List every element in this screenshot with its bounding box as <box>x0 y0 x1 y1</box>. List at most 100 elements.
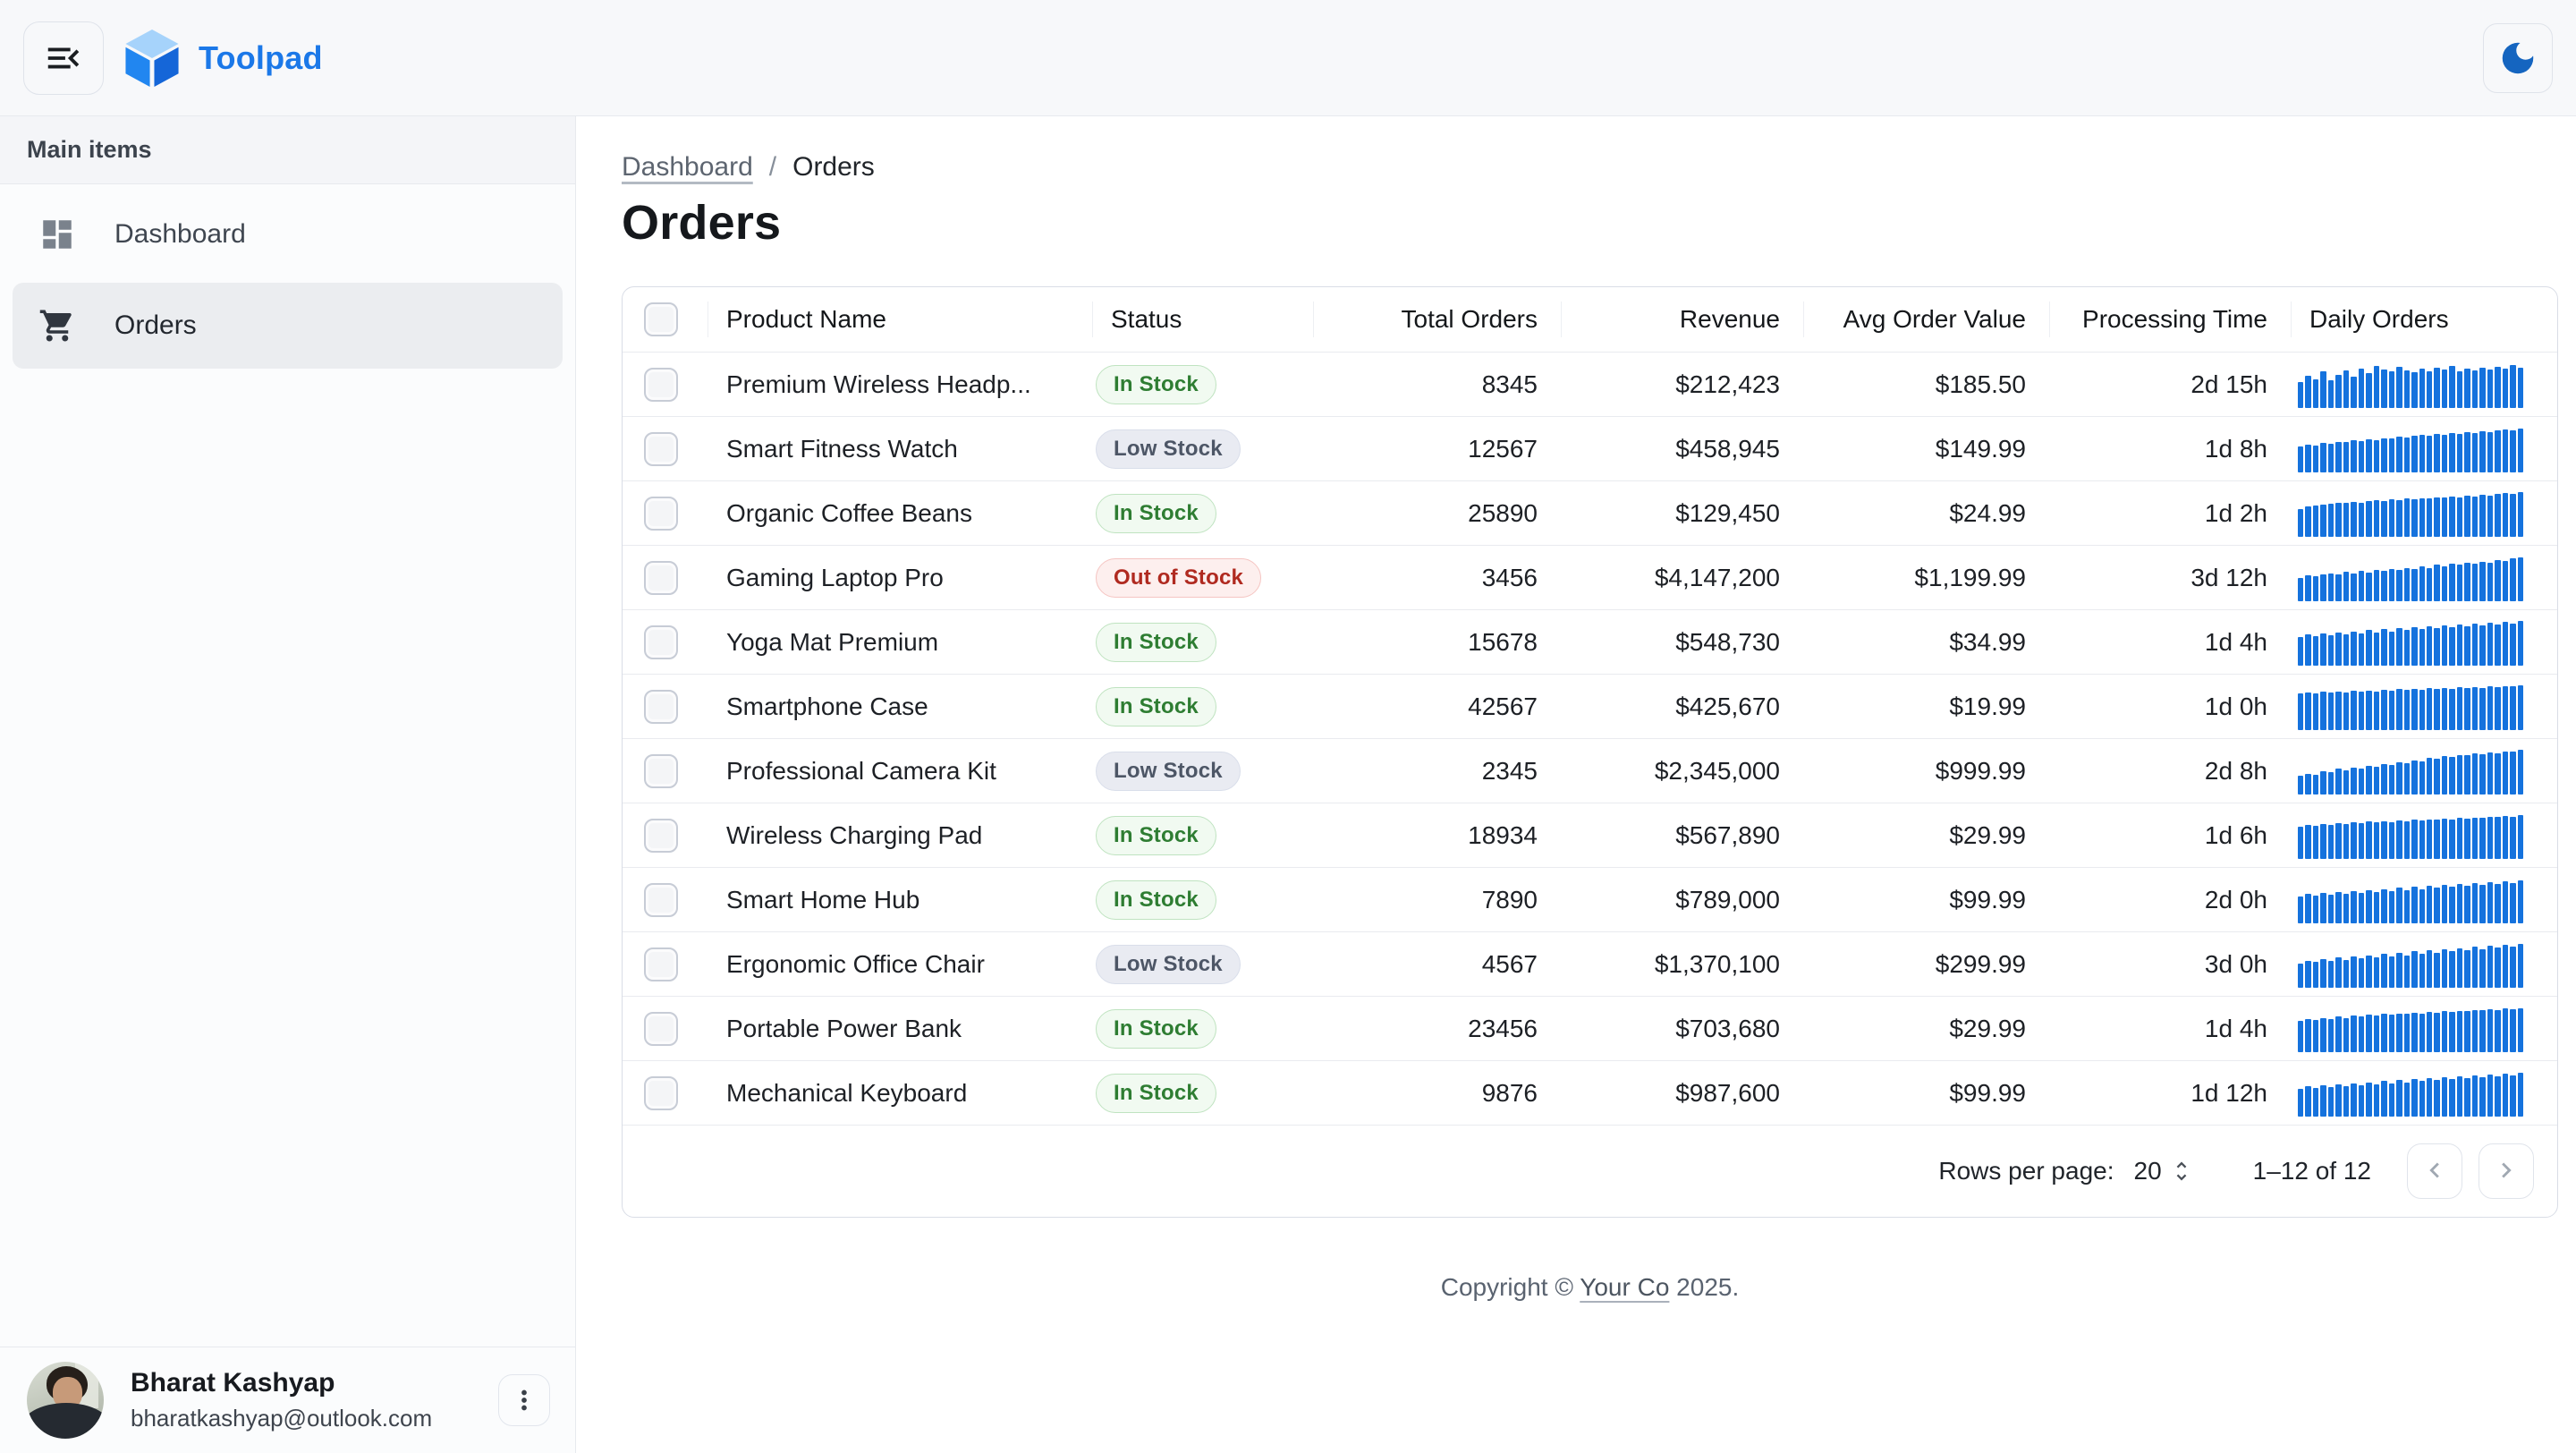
row-checkbox-cell <box>623 368 708 402</box>
company-link[interactable]: Your Co <box>1580 1273 1670 1301</box>
row-checkbox-cell <box>623 819 708 853</box>
cell-processing-time: 1d 6h <box>2204 821 2267 849</box>
row-checkbox[interactable] <box>644 1076 678 1110</box>
cell-processing-time: 2d 8h <box>2204 757 2267 785</box>
cell-avg-order-value: $185.50 <box>1935 370 2026 398</box>
cell-avg-order-value: $299.99 <box>1935 950 2026 978</box>
cell-status: Out of Stock <box>1092 558 1313 598</box>
col-header-product[interactable]: Product Name <box>708 287 1092 352</box>
daily-orders-sparkline <box>2298 748 2524 794</box>
dark-mode-icon <box>2502 42 2534 73</box>
theme-toggle-button[interactable] <box>2483 22 2553 93</box>
sidebar: Main items Dashboard Orders Bharat Kashy <box>0 116 576 1453</box>
cell-daily-orders <box>2291 739 2557 803</box>
col-header-avg_order_value[interactable]: Avg Order Value <box>1803 287 2049 352</box>
cell-revenue: $458,945 <box>1675 435 1780 463</box>
cell-total-orders: 4567 <box>1481 950 1538 978</box>
cell-total-orders: 25890 <box>1468 499 1538 527</box>
col-header-processing_time[interactable]: Processing Time <box>2049 287 2291 352</box>
cell-revenue: $425,670 <box>1675 693 1780 720</box>
user-avatar[interactable] <box>27 1362 104 1439</box>
daily-orders-sparkline <box>2298 941 2524 988</box>
daily-orders-sparkline <box>2298 877 2524 923</box>
cell-status: Low Stock <box>1092 429 1313 469</box>
daily-orders-sparkline <box>2298 426 2524 472</box>
status-badge: In Stock <box>1096 494 1216 533</box>
row-checkbox[interactable] <box>644 754 678 788</box>
next-page-button[interactable] <box>2479 1143 2534 1199</box>
top-bar: Toolpad <box>0 0 2576 116</box>
row-checkbox-cell <box>623 432 708 466</box>
sidebar-item-orders[interactable]: Orders <box>13 283 563 369</box>
table-header-row: Product Name Status Total Orders Revenue Avg… <box>623 287 2557 352</box>
collapse-menu-button[interactable] <box>23 21 104 95</box>
row-checkbox[interactable] <box>644 947 678 981</box>
row-checkbox-cell <box>623 690 708 724</box>
topbar-left: Toolpad <box>23 21 323 95</box>
cell-avg-order-value: $999.99 <box>1935 757 2026 785</box>
select-all-checkbox[interactable] <box>644 302 678 336</box>
cell-revenue: $789,000 <box>1675 886 1780 913</box>
table-row: Gaming Laptop Pro Out of Stock 3456 $4,147,… <box>623 545 2557 609</box>
row-checkbox-cell <box>623 497 708 531</box>
row-checkbox[interactable] <box>644 690 678 724</box>
app-title: Toolpad <box>199 38 323 76</box>
daily-orders-sparkline <box>2298 555 2524 601</box>
row-checkbox[interactable] <box>644 432 678 466</box>
orders-table: Product Name Status Total Orders Revenue Avg… <box>622 286 2558 1218</box>
sidebar-section-header: Main items <box>0 116 575 184</box>
col-header-daily_orders[interactable]: Daily Orders <box>2291 287 2557 352</box>
cell-total-orders: 15678 <box>1468 628 1538 656</box>
table-row: Yoga Mat Premium In Stock 15678 $548,730 $34… <box>623 609 2557 674</box>
daily-orders-sparkline <box>2298 684 2524 730</box>
sidebar-item-label: Orders <box>114 310 197 340</box>
cell-processing-time: 1d 0h <box>2204 693 2267 720</box>
pagination-range: 1–12 of 12 <box>2252 1157 2371 1185</box>
col-header-status[interactable]: Status <box>1092 287 1313 352</box>
status-badge: In Stock <box>1096 687 1216 726</box>
cell-avg-order-value: $99.99 <box>1949 1079 2026 1107</box>
row-checkbox[interactable] <box>644 497 678 531</box>
cell-daily-orders <box>2291 546 2557 610</box>
brand[interactable]: Toolpad <box>125 29 323 87</box>
rows-per-page-select[interactable]: 20 <box>2134 1157 2194 1185</box>
row-checkbox[interactable] <box>644 1012 678 1046</box>
col-header-total_orders[interactable]: Total Orders <box>1313 287 1561 352</box>
sidebar-item-dashboard[interactable]: Dashboard <box>0 195 575 274</box>
row-checkbox[interactable] <box>644 625 678 659</box>
table-row: Ergonomic Office Chair Low Stock 4567 $1,37… <box>623 931 2557 996</box>
sidebar-nav: Dashboard Orders <box>0 184 575 369</box>
breadcrumb-link-dashboard[interactable]: Dashboard <box>622 152 753 182</box>
cell-status: Low Stock <box>1092 945 1313 984</box>
row-checkbox-cell <box>623 754 708 788</box>
status-badge: Out of Stock <box>1096 558 1262 598</box>
row-checkbox[interactable] <box>644 368 678 402</box>
sidebar-item-label: Dashboard <box>114 219 246 249</box>
cell-total-orders: 18934 <box>1468 821 1538 849</box>
user-menu-button[interactable] <box>498 1374 550 1426</box>
cell-processing-time: 3d 12h <box>2190 564 2267 591</box>
table-row: Smartphone Case In Stock 42567 $425,670 $19.… <box>623 674 2557 738</box>
cell-product-name: Premium Wireless Headp... <box>726 370 1031 398</box>
breadcrumb-current: Orders <box>792 152 875 182</box>
cell-processing-time: 1d 4h <box>2204 628 2267 656</box>
user-name: Bharat Kashyap <box>131 1368 335 1398</box>
rows-per-page-value: 20 <box>2133 1157 2162 1185</box>
previous-page-button[interactable] <box>2407 1143 2462 1199</box>
cell-daily-orders <box>2291 353 2557 417</box>
cell-total-orders: 2345 <box>1481 757 1538 785</box>
row-checkbox[interactable] <box>644 883 678 917</box>
copyright-suffix: 2025. <box>1669 1273 1740 1301</box>
cell-daily-orders <box>2291 868 2557 932</box>
col-header-revenue[interactable]: Revenue <box>1561 287 1803 352</box>
cell-product-name: Yoga Mat Premium <box>726 628 939 656</box>
row-checkbox[interactable] <box>644 819 678 853</box>
cell-avg-order-value: $19.99 <box>1949 693 2026 720</box>
cell-revenue: $548,730 <box>1675 628 1780 656</box>
copyright-prefix: Copyright © <box>1440 1273 1580 1301</box>
cell-product-name: Gaming Laptop Pro <box>726 564 944 591</box>
user-section: Bharat Kashyap bharatkashyap@outlook.com <box>0 1347 575 1453</box>
row-checkbox[interactable] <box>644 561 678 595</box>
table-row: Portable Power Bank In Stock 23456 $703,680… <box>623 996 2557 1060</box>
daily-orders-sparkline <box>2298 361 2524 408</box>
